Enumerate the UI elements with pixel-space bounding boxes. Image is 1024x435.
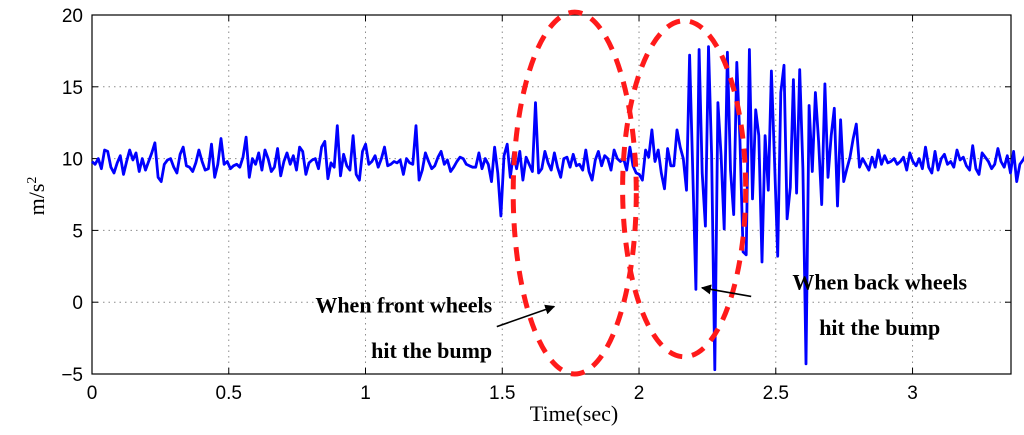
back-wheels-arrow	[700, 284, 752, 298]
y-tick-label: −5	[61, 365, 83, 386]
front-wheels-annotation-line: hit the bump	[371, 338, 492, 363]
back-wheels-annotation-line: When back wheels	[792, 269, 967, 294]
back-wheels-annotation-line: hit the bump	[819, 315, 940, 340]
x-tick-label: 0.5	[216, 383, 242, 404]
y-tick-label: 10	[62, 150, 83, 171]
front-wheels-annotation-line: When front wheels	[315, 292, 492, 317]
x-tick-label: 2.5	[763, 383, 789, 404]
x-tick-label: 0	[87, 383, 98, 404]
x-axis-title: Time(sec)	[530, 401, 618, 426]
x-tick-label: 1	[360, 383, 371, 404]
y-tick-label: 5	[72, 221, 83, 242]
y-tick-label: 20	[62, 6, 83, 27]
ellipses	[510, 9, 749, 377]
series-line	[91, 45, 1024, 372]
x-tick-label: 1.5	[489, 383, 515, 404]
y-axis-title-base: m/s	[24, 184, 49, 216]
y-axis-title-sup: 2	[25, 177, 40, 184]
y-tick-label: 0	[72, 293, 83, 314]
front-wheels-ellipse	[510, 9, 639, 377]
front-wheels-arrow	[496, 304, 556, 328]
y-axis-title: m/s2	[24, 177, 49, 216]
plot-frame	[91, 14, 1012, 375]
x-tick-label: 2	[634, 383, 645, 404]
annotations: When front wheels hit the bump When back w…	[315, 269, 967, 363]
y-tick-label: 15	[62, 78, 83, 99]
x-tick-label: 3	[907, 383, 918, 404]
